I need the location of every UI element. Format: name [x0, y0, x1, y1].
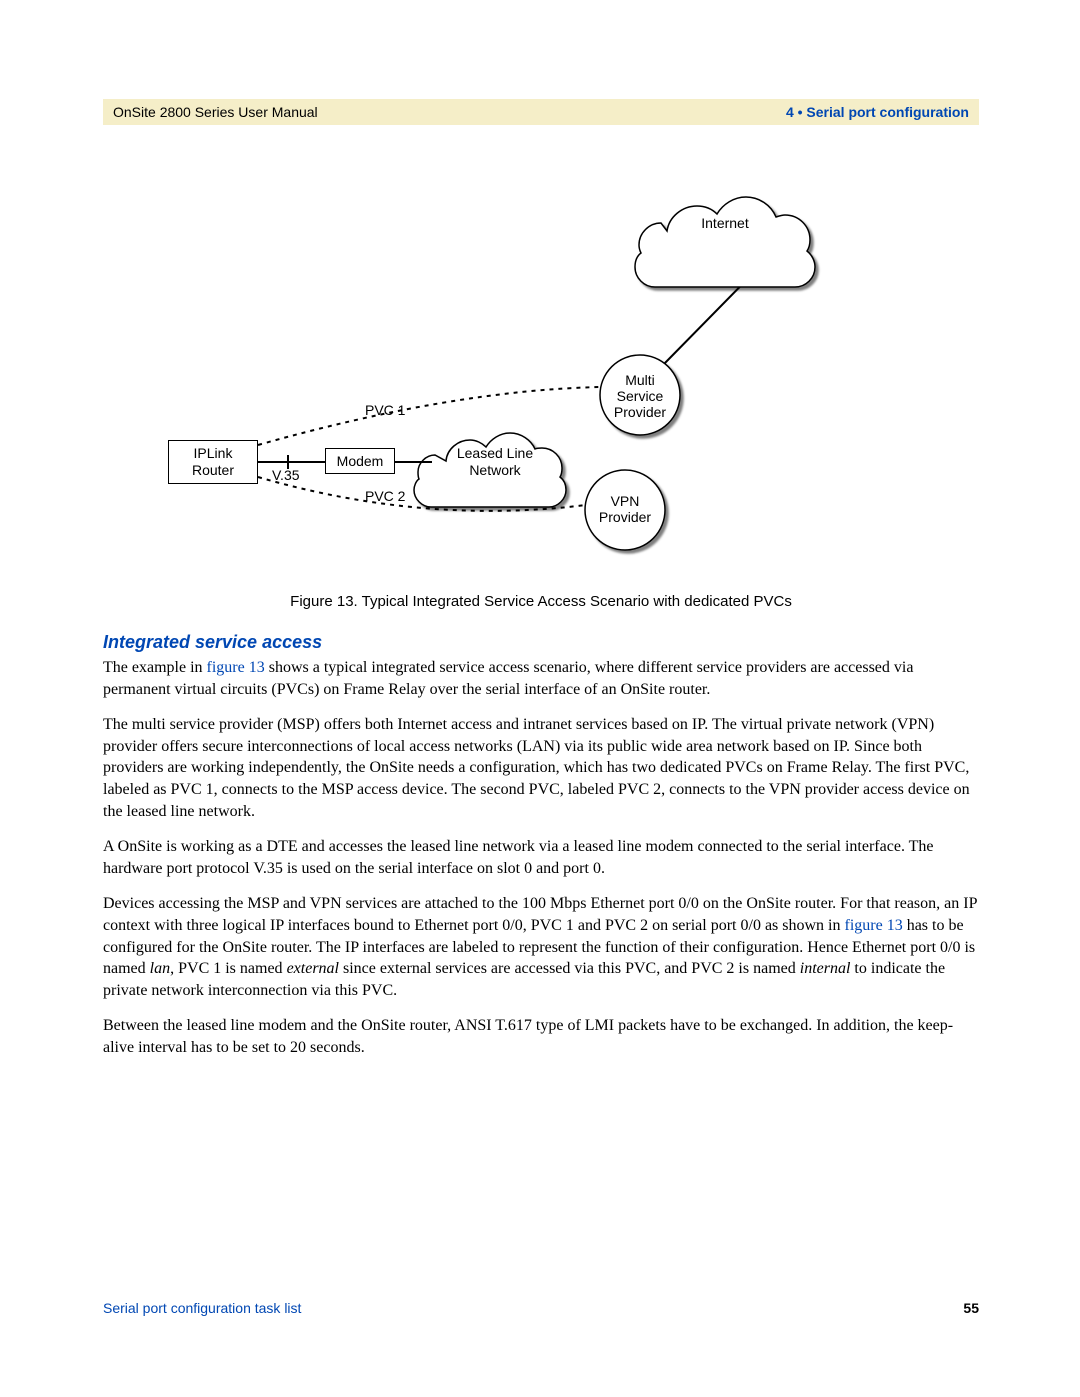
p4-italic-external: external: [287, 960, 339, 977]
page-content: OnSite 2800 Series User Manual 4 • Seria…: [103, 99, 979, 1073]
footer-link[interactable]: Serial port configuration task list: [103, 1300, 301, 1316]
header-title: OnSite 2800 Series User Manual: [113, 104, 318, 120]
msp-label2: Service: [610, 388, 670, 405]
pvc1-label: PVC 1: [365, 402, 405, 419]
msp-label3: Provider: [610, 404, 670, 421]
v35-label: V.35: [272, 467, 300, 484]
leased-label2: Network: [455, 462, 535, 479]
paragraph-4: Devices accessing the MSP and VPN servic…: [103, 893, 979, 1001]
paragraph-3: A OnSite is working as a DTE and accesse…: [103, 836, 979, 879]
figure-link-2[interactable]: figure 13: [845, 917, 903, 934]
p4d: since external services are accessed via…: [339, 960, 800, 977]
vpn-label2: Provider: [595, 509, 655, 526]
vpn-label1: VPN: [595, 493, 655, 510]
paragraph-5: Between the leased line modem and the On…: [103, 1015, 979, 1058]
p1a: The example in: [103, 659, 207, 676]
p4-italic-internal: internal: [800, 960, 851, 977]
router-line2: Router: [169, 462, 257, 479]
modem-box: Modem: [325, 448, 395, 474]
leased-label1: Leased Line: [455, 445, 535, 462]
paragraph-1: The example in figure 13 shows a typical…: [103, 657, 979, 700]
modem-line1: Modem: [326, 453, 394, 470]
pvc2-label: PVC 2: [365, 488, 405, 505]
paragraph-2: The multi service provider (MSP) offers …: [103, 714, 979, 822]
page-header: OnSite 2800 Series User Manual 4 • Seria…: [103, 99, 979, 125]
page-footer: Serial port configuration task list 55: [103, 1300, 979, 1316]
page-number: 55: [963, 1300, 979, 1316]
p4-italic-lan: lan: [150, 960, 170, 977]
router-line1: IPLink: [169, 445, 257, 462]
figure-caption: Figure 13. Typical Integrated Service Ac…: [103, 593, 979, 610]
figure-link-1[interactable]: figure 13: [207, 659, 265, 676]
diagram-svg: [103, 165, 979, 585]
iplink-router-box: IPLink Router: [168, 440, 258, 484]
header-chapter: 4 • Serial port configuration: [786, 104, 969, 120]
internet-label: Internet: [675, 215, 775, 232]
p4c: , PVC 1 is named: [170, 960, 286, 977]
section-heading: Integrated service access: [103, 632, 979, 653]
msp-label1: Multi: [610, 372, 670, 389]
diagram-figure: IPLink Router Modem Internet Leased Line…: [103, 165, 979, 585]
